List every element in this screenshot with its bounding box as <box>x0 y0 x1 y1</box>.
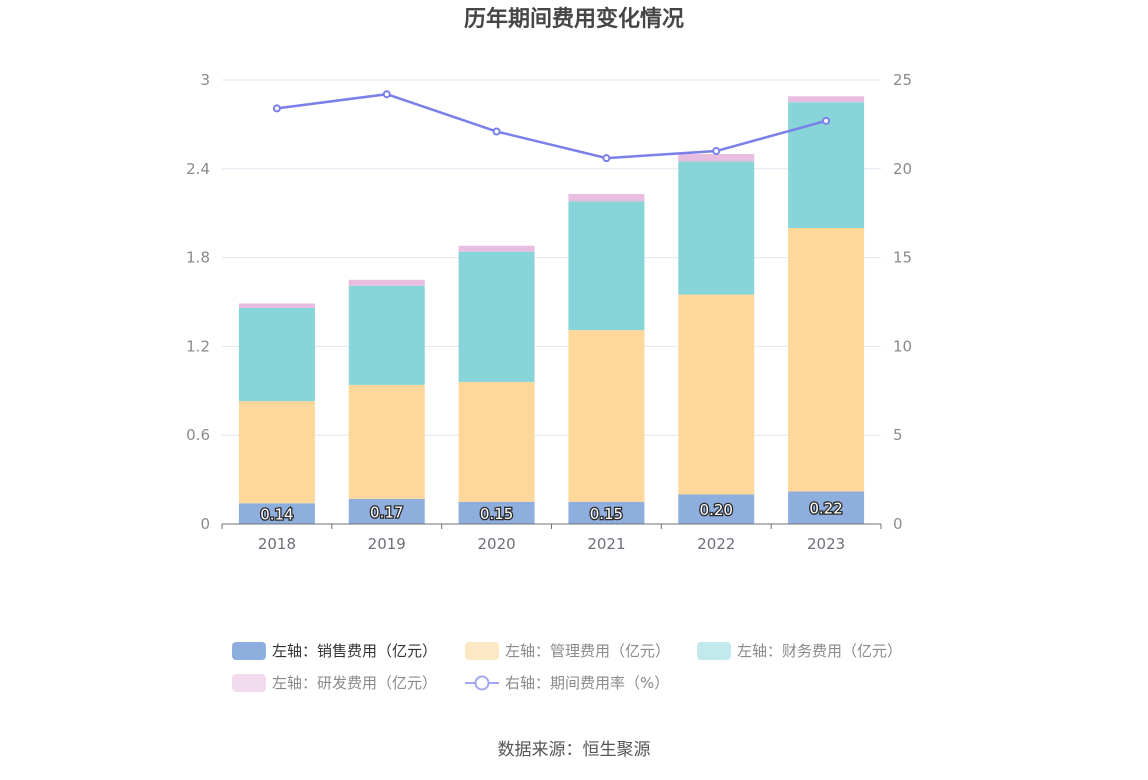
bar-sales-2019[interactable] <box>348 498 425 524</box>
legend-swatch <box>697 642 731 660</box>
legend-item-rate[interactable]: 右轴：期间费用率（%） <box>465 674 669 692</box>
x-axis-tick-label: 2023 <box>807 535 845 553</box>
right-axis-tick-label: 25 <box>893 71 912 89</box>
rate-point-2019[interactable] <box>382 90 391 99</box>
bar-data-label: 0.20 <box>700 501 733 519</box>
bar-admin-2019[interactable] <box>348 384 425 499</box>
legend-item-sales[interactable]: 左轴：销售费用（亿元） <box>232 642 437 660</box>
legend-item-rd[interactable]: 左轴：研发费用（亿元） <box>232 674 437 692</box>
bar-sales-2023[interactable] <box>788 491 865 524</box>
bar-data-label: 0.14 <box>260 506 293 524</box>
bar-finance-2020[interactable] <box>458 251 535 382</box>
x-axis-tick-label: 2018 <box>258 535 296 553</box>
left-axis-tick-label: 0.6 <box>186 426 210 444</box>
legend-label: 右轴：期间费用率（%） <box>505 674 669 692</box>
bar-finance-2021[interactable] <box>568 201 645 331</box>
bar-finance-2019[interactable] <box>348 285 425 385</box>
bar-data-label: 0.15 <box>590 505 623 523</box>
right-axis-tick-label: 15 <box>893 249 912 267</box>
bar-admin-2023[interactable] <box>788 228 865 492</box>
right-axis-tick-label: 5 <box>893 426 903 444</box>
rate-line <box>276 92 827 160</box>
legend-item-admin[interactable]: 左轴：管理费用（亿元） <box>465 642 670 660</box>
legend-label: 左轴：管理费用（亿元） <box>505 642 670 660</box>
x-axis-tick-label: 2020 <box>477 535 515 553</box>
legend-circle-symbol <box>474 675 490 691</box>
legend-item-finance[interactable]: 左轴：财务费用（亿元） <box>697 642 902 660</box>
legend-swatch <box>232 674 266 692</box>
left-axis-tick-label: 1.2 <box>186 337 210 355</box>
left-axis-tick-label: 1.8 <box>186 249 210 267</box>
right-axis: 0 5 10 15 20 25 <box>893 71 912 533</box>
legend-label: 左轴：财务费用（亿元） <box>737 642 902 660</box>
left-axis-tick-label: 3 <box>200 71 210 89</box>
chart-title: 历年期间费用变化情况 <box>464 6 684 32</box>
bar-admin-2020[interactable] <box>458 381 535 502</box>
bar-rd-2019[interactable] <box>348 279 425 286</box>
legend-label: 左轴：研发费用（亿元） <box>272 674 437 692</box>
right-axis-tick-label: 0 <box>893 515 903 533</box>
bar-rd-2022[interactable] <box>678 154 755 162</box>
left-axis-tick-label: 2.4 <box>186 160 210 178</box>
bar-rd-2018[interactable] <box>238 303 315 308</box>
bar-finance-2018[interactable] <box>238 307 315 402</box>
left-axis: 0 0.6 1.2 1.8 2.4 3 <box>186 71 210 533</box>
x-axis-tick-label: 2021 <box>587 535 625 553</box>
rate-line-group <box>272 90 831 163</box>
bar-sales-2022[interactable] <box>678 494 755 524</box>
legend-swatch <box>465 642 499 660</box>
legend[interactable]: 左轴：销售费用（亿元） 左轴：管理费用（亿元） 左轴：财务费用（亿元） 左轴：研发费用… <box>232 642 902 692</box>
bar-data-label: 0.15 <box>480 505 513 523</box>
legend-swatch <box>232 642 266 660</box>
bar-data-label: 0.17 <box>370 503 403 521</box>
rate-point-2021[interactable] <box>602 154 611 163</box>
rate-point-2018[interactable] <box>272 104 281 113</box>
source-text: 数据来源：恒生聚源 <box>498 740 651 760</box>
bar-data-label: 0.22 <box>809 500 842 518</box>
rate-point-2022[interactable] <box>712 147 721 156</box>
x-axis-tick-label: 2022 <box>697 535 735 553</box>
bar-sales-2018[interactable] <box>238 503 315 524</box>
left-axis-tick-label: 0 <box>200 515 210 533</box>
bar-rd-2020[interactable] <box>458 245 535 252</box>
x-axis-tick-label: 2019 <box>368 535 406 553</box>
bar-admin-2021[interactable] <box>568 330 645 502</box>
bar-rd-2021[interactable] <box>568 193 645 202</box>
legend-label: 左轴：销售费用（亿元） <box>272 642 437 660</box>
bar-rd-2023[interactable] <box>788 96 865 103</box>
bar-sales-2020[interactable] <box>458 501 535 524</box>
bar-series-group: 0.14 0.17 0.15 0.15 0.20 0.22 <box>238 96 865 525</box>
bar-admin-2018[interactable] <box>238 401 315 504</box>
bar-admin-2022[interactable] <box>678 294 755 495</box>
right-axis-tick-label: 20 <box>893 160 912 178</box>
bar-finance-2022[interactable] <box>678 161 755 295</box>
x-axis: 2018 2019 2020 2021 2022 2023 <box>221 523 882 553</box>
grid-lines <box>222 79 881 436</box>
rate-point-2020[interactable] <box>492 127 501 136</box>
bar-sales-2021[interactable] <box>568 501 645 524</box>
rate-point-2023[interactable] <box>822 116 831 125</box>
right-axis-tick-label: 10 <box>893 337 912 355</box>
